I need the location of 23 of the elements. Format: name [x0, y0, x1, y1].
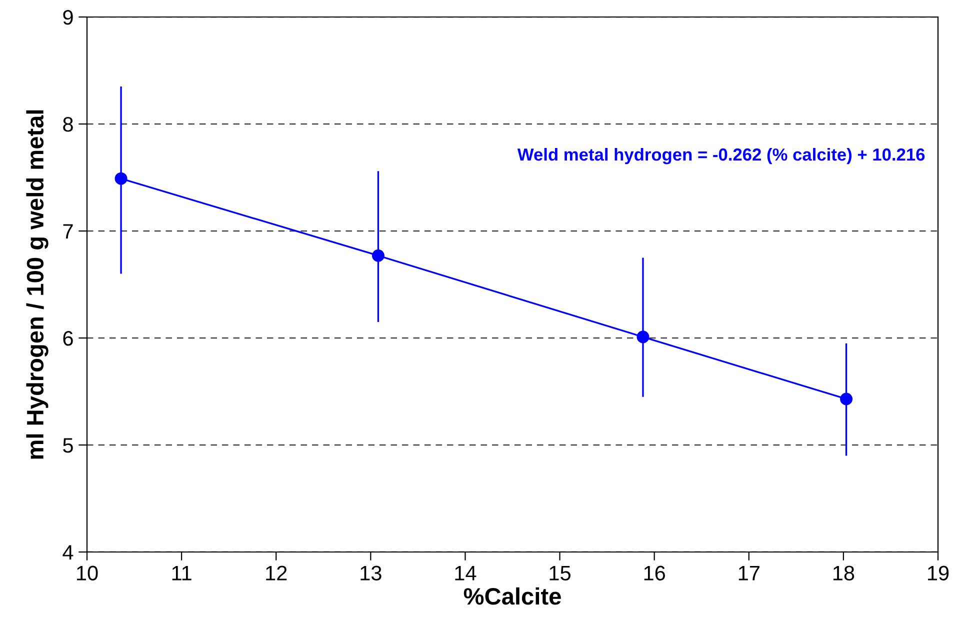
annotation: Weld metal hydrogen = -0.262 (% calcite) + 10.216	[517, 148, 925, 164]
x-tick-label: 18	[833, 566, 854, 580]
x-tick-label: 17	[738, 566, 760, 580]
point	[840, 392, 853, 406]
x-tick-label: 12	[266, 566, 287, 580]
point	[636, 330, 650, 344]
x-tick-label: 11	[172, 566, 192, 580]
x-tick-label: 19	[928, 566, 949, 580]
y-tick-label: 9	[63, 10, 73, 25]
x-tick-label: 14	[455, 566, 476, 580]
y-tick-label: 7	[63, 224, 73, 239]
y-axis-title: ml Hydrogen / 100 g weld metal	[26, 110, 48, 459]
y-tick-label: 5	[63, 438, 73, 453]
x-tick-label: 10	[77, 566, 98, 580]
point	[114, 172, 128, 185]
y-tick-label: 8	[63, 117, 73, 132]
x-tick-label: 15	[550, 566, 570, 580]
x-tick-label: 16	[644, 566, 666, 580]
y-tick-label: 4	[62, 545, 74, 560]
x-tick-label: 13	[360, 566, 382, 580]
y-tick-label: 6	[63, 331, 73, 346]
x-axis-title: %Calcite	[464, 587, 561, 605]
point	[372, 249, 384, 262]
